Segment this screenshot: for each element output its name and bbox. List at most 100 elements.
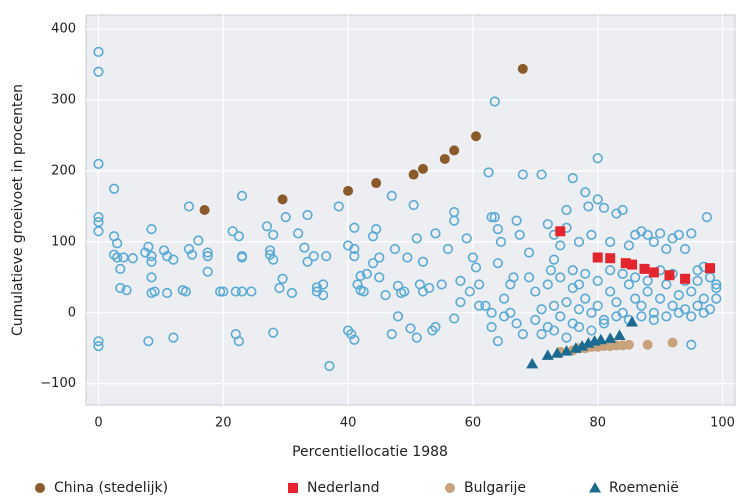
marker-circle-open bbox=[158, 245, 170, 256]
marker-circle-open bbox=[686, 339, 697, 350]
marker-square bbox=[705, 263, 716, 274]
marker-circle bbox=[439, 153, 450, 164]
marker-circle bbox=[277, 194, 288, 205]
x-tick-label: 60 bbox=[465, 416, 482, 431]
marker-square bbox=[555, 226, 566, 237]
marker-circle-open bbox=[261, 221, 273, 232]
marker-circle-open bbox=[302, 256, 313, 267]
marker-circle-open bbox=[93, 46, 104, 57]
marker-circle-open bbox=[636, 311, 647, 322]
series bbox=[93, 46, 722, 372]
marker-circle-open bbox=[648, 314, 659, 326]
marker-circle-open bbox=[548, 254, 560, 265]
marker-circle-open bbox=[483, 167, 494, 178]
marker-circle-open bbox=[186, 249, 198, 260]
marker-circle-open bbox=[430, 228, 441, 239]
marker-triangle bbox=[604, 332, 617, 343]
marker-circle-open bbox=[555, 272, 566, 283]
marker-circle-open bbox=[146, 250, 157, 262]
marker-circle-open bbox=[470, 262, 482, 273]
marker-circle-open bbox=[215, 286, 226, 297]
marker-circle bbox=[35, 483, 45, 493]
marker-circle-open bbox=[661, 311, 672, 322]
marker-circle-open bbox=[311, 282, 322, 293]
marker-triangle bbox=[551, 347, 564, 358]
marker-circle-open bbox=[411, 233, 422, 244]
marker-circle-open bbox=[586, 229, 597, 240]
marker-circle-open bbox=[474, 300, 485, 311]
marker-circle-open bbox=[386, 190, 397, 201]
marker-circle-open bbox=[193, 235, 204, 246]
marker-circle-open bbox=[492, 258, 503, 269]
marker-circle-open bbox=[115, 263, 126, 274]
marker-square bbox=[639, 263, 650, 274]
marker-circle-open bbox=[449, 313, 460, 324]
marker-circle-open bbox=[642, 275, 653, 287]
marker-circle-open bbox=[236, 190, 248, 201]
marker-circle-open bbox=[636, 300, 647, 311]
marker-circle-open bbox=[349, 243, 360, 255]
marker-circle-open bbox=[280, 211, 291, 223]
marker-circle-open bbox=[698, 293, 709, 304]
marker-circle bbox=[417, 163, 428, 174]
marker-circle-open bbox=[358, 286, 369, 297]
marker-circle-open bbox=[349, 334, 360, 345]
marker-circle-open bbox=[355, 270, 366, 282]
marker-triangle bbox=[594, 333, 607, 345]
marker-square bbox=[605, 253, 616, 264]
marker-circle-open bbox=[374, 252, 385, 263]
marker-circle-open bbox=[514, 229, 525, 240]
marker-circle-open bbox=[93, 211, 104, 223]
marker-circle-open bbox=[268, 229, 279, 240]
plot-background bbox=[85, 14, 736, 406]
marker-circle-open bbox=[333, 201, 344, 212]
marker-circle-open bbox=[583, 201, 594, 212]
marker-circle-open bbox=[555, 311, 566, 322]
marker-circle-open bbox=[411, 332, 422, 343]
marker-circle-open bbox=[542, 219, 553, 230]
marker-circle-open bbox=[508, 272, 519, 283]
legend-text: Roemenië bbox=[609, 480, 679, 496]
marker-circle-open bbox=[630, 293, 641, 304]
marker-triangle bbox=[560, 345, 573, 356]
marker-circle-open bbox=[580, 268, 591, 279]
marker-square bbox=[680, 273, 691, 284]
marker-circle-open bbox=[523, 272, 535, 283]
marker-circle-open bbox=[711, 279, 722, 290]
series bbox=[555, 226, 716, 284]
marker-circle-open bbox=[698, 307, 709, 318]
marker-circle-open bbox=[536, 328, 547, 340]
marker-circle-open bbox=[380, 289, 391, 301]
marker-circle-open bbox=[299, 242, 310, 253]
marker-circle-open bbox=[489, 96, 500, 107]
marker-circle-open bbox=[701, 211, 713, 223]
marker-circle-open bbox=[268, 254, 279, 265]
marker-circle-open bbox=[655, 228, 666, 239]
marker-circle-open bbox=[321, 250, 332, 262]
marker-circle-open bbox=[548, 325, 560, 336]
marker-circle-open bbox=[499, 311, 510, 322]
marker-circle-open bbox=[673, 289, 684, 301]
marker-circle-open bbox=[555, 240, 566, 251]
marker-circle bbox=[371, 178, 382, 189]
marker-circle-open bbox=[302, 209, 313, 221]
marker-circle-open bbox=[143, 241, 154, 252]
marker-circle-open bbox=[573, 236, 585, 248]
x-tick-label: 100 bbox=[710, 416, 735, 431]
marker-circle-open bbox=[661, 243, 672, 255]
marker-circle-open bbox=[430, 321, 441, 333]
marker-circle-open bbox=[617, 204, 628, 216]
marker-square bbox=[627, 259, 638, 270]
marker-circle-open bbox=[667, 300, 678, 311]
marker-circle-open bbox=[149, 286, 160, 297]
legend-text: Nederland bbox=[307, 480, 380, 496]
marker-circle-open bbox=[517, 328, 528, 340]
marker-circle-open bbox=[598, 202, 610, 213]
marker-circle-open bbox=[93, 158, 104, 170]
marker-triangle bbox=[626, 316, 639, 327]
marker-circle-open bbox=[492, 224, 503, 235]
marker-circle-open bbox=[349, 222, 360, 233]
marker-circle-open bbox=[686, 228, 697, 239]
y-tick-label: 400 bbox=[51, 22, 76, 37]
